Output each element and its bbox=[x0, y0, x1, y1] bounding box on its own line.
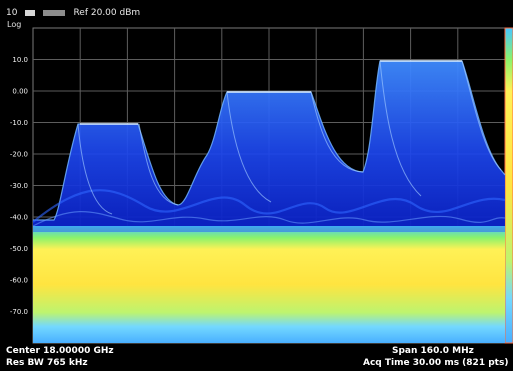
y-axis-labels: 10.0 0.00 -10.0 -20.0 -30.0 -40.0 -50.0 -60.0 -7… bbox=[10, 56, 28, 316]
reference-level: Ref 20.00 dBm bbox=[73, 8, 141, 18]
y-axis-tick-label: -60.0 bbox=[10, 277, 28, 285]
y-axis-tick-label: -50.0 bbox=[10, 245, 28, 253]
signal-trace bbox=[32, 60, 506, 227]
status-header: 10 Ref 20.00 dBm bbox=[6, 7, 140, 19]
y-axis-tick-label: -20.0 bbox=[10, 151, 28, 159]
acquisition-time: Acq Time 30.00 ms (821 pts) bbox=[363, 358, 509, 368]
y-axis-tick-label: -30.0 bbox=[10, 182, 28, 190]
resolution-bandwidth: Res BW 765 kHz bbox=[6, 358, 88, 368]
right-scale-bar bbox=[504, 27, 513, 344]
marker-chip bbox=[25, 10, 36, 16]
y-axis-tick-label: -10.0 bbox=[10, 119, 28, 127]
marker-bar bbox=[43, 10, 66, 16]
y-axis-tick-label: -40.0 bbox=[10, 214, 28, 222]
y-axis-tick-label: 10.0 bbox=[12, 56, 28, 64]
center-frequency: Center 18.00000 GHz bbox=[6, 346, 114, 356]
y-axis-tick-label: 0.00 bbox=[12, 88, 28, 96]
y-axis-tick-label: -70.0 bbox=[10, 308, 28, 316]
level-unit: 10 bbox=[6, 8, 18, 18]
span-value: Span 160.0 MHz bbox=[392, 346, 474, 356]
scale-mode-label: Log bbox=[7, 20, 22, 29]
density-band bbox=[33, 226, 505, 343]
